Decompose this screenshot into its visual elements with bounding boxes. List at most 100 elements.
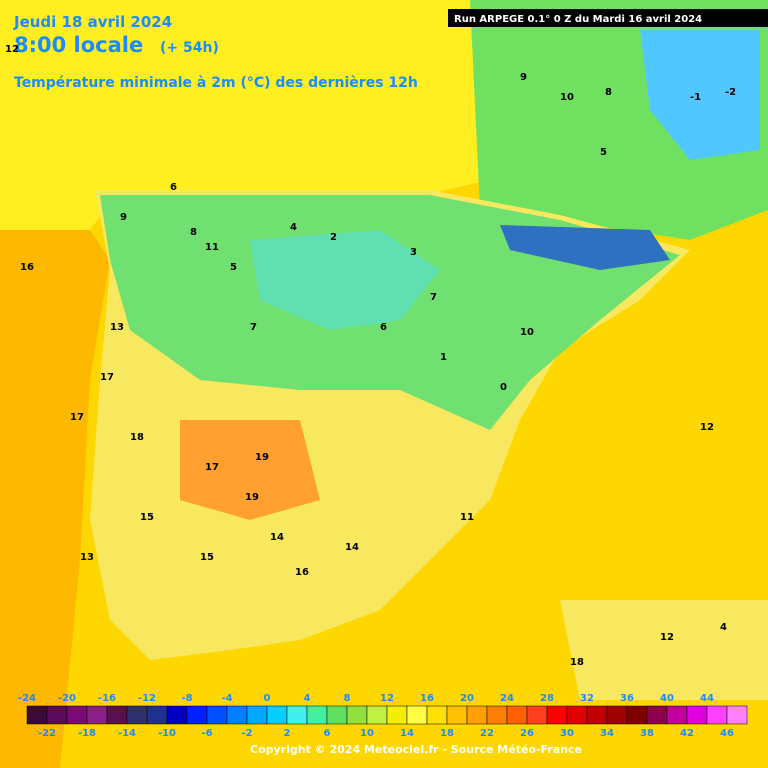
colorbar-label: 40 bbox=[660, 693, 674, 704]
run-box bbox=[448, 9, 768, 27]
swatch bbox=[286, 705, 308, 725]
title: Température minimale à 2m (°C) des derni… bbox=[14, 75, 418, 91]
lead: (+ 54h) bbox=[160, 40, 219, 56]
colorbar-label: -22 bbox=[38, 728, 56, 739]
map-label: 9 bbox=[520, 72, 527, 83]
map-label: -2 bbox=[725, 87, 736, 98]
colorbar-label: -4 bbox=[221, 693, 232, 704]
swatch bbox=[466, 705, 488, 725]
warm-area bbox=[180, 420, 320, 520]
colorbar: -24 -20 -16 -12 -8 -4 0 4 8 12 16 20 24 28 32 36 40 44-22… bbox=[18, 693, 748, 739]
swatch bbox=[46, 705, 68, 725]
map-label: -1 bbox=[690, 92, 701, 103]
africa bbox=[560, 600, 768, 700]
colorbar-label: 24 bbox=[500, 693, 514, 704]
swatch bbox=[166, 705, 188, 725]
colorbar-label: 38 bbox=[640, 728, 654, 739]
colorbar-label: 26 bbox=[520, 728, 534, 739]
swatch bbox=[186, 705, 208, 725]
map-label: 17 bbox=[70, 412, 84, 423]
pyrenees bbox=[500, 225, 670, 270]
swatch bbox=[266, 705, 288, 725]
map-label: 19 bbox=[245, 492, 259, 503]
map-label: 5 bbox=[230, 262, 237, 273]
map-label: 13 bbox=[110, 322, 124, 333]
swatch bbox=[326, 705, 348, 725]
map-label: 17 bbox=[205, 462, 219, 473]
meseta-cool bbox=[250, 230, 440, 330]
atlantic bbox=[0, 230, 110, 768]
colorbar-label: -20 bbox=[58, 693, 76, 704]
copyright: Copyright © 2024 Meteociel.fr - Source M… bbox=[250, 743, 582, 756]
map-label: 11 bbox=[205, 242, 219, 253]
map-label: 11 bbox=[460, 512, 474, 523]
map-label: 3 bbox=[410, 247, 417, 258]
map-label: 6 bbox=[170, 182, 177, 193]
map-label: 5 bbox=[600, 147, 607, 158]
map-label: 13 bbox=[80, 552, 94, 563]
swatch bbox=[546, 705, 568, 725]
colorbar-label: -14 bbox=[118, 728, 136, 739]
swatch bbox=[586, 705, 608, 725]
swatch bbox=[626, 705, 648, 725]
swatch bbox=[606, 705, 628, 725]
colorbar-label: -10 bbox=[158, 728, 176, 739]
colorbar-label: 20 bbox=[460, 693, 474, 704]
colorbar-label: 6 bbox=[324, 728, 331, 739]
swatch bbox=[706, 705, 728, 725]
map-label: 7 bbox=[250, 322, 257, 333]
colorbar-label: 8 bbox=[344, 693, 351, 704]
colorbar-label: 44 bbox=[700, 693, 714, 704]
swatch bbox=[726, 705, 748, 725]
map-label: 0 bbox=[500, 382, 507, 393]
map-label: 18 bbox=[130, 432, 144, 443]
colorbar-label: 12 bbox=[380, 693, 394, 704]
swatch bbox=[406, 705, 428, 725]
swatch bbox=[126, 705, 148, 725]
map-label: 12 bbox=[660, 632, 674, 643]
swatch bbox=[146, 705, 168, 725]
colorbar-label: 2 bbox=[284, 728, 291, 739]
swatch bbox=[566, 705, 588, 725]
colorbar-label: 0 bbox=[264, 693, 271, 704]
swatch bbox=[86, 705, 108, 725]
colorbar-label: -8 bbox=[181, 693, 192, 704]
swatch bbox=[686, 705, 708, 725]
map-label: 19 bbox=[255, 452, 269, 463]
swatch bbox=[646, 705, 668, 725]
map-label: 2 bbox=[330, 232, 337, 243]
swatch bbox=[206, 705, 228, 725]
map-label: 4 bbox=[720, 622, 727, 633]
colorbar-label: -12 bbox=[138, 693, 156, 704]
swatch bbox=[526, 705, 548, 725]
run: Run ARPEGE 0.1° 0 Z du Mardi 16 avril 20… bbox=[454, 14, 702, 25]
swatch bbox=[666, 705, 688, 725]
colorbar-label: -24 bbox=[18, 693, 36, 704]
time: 8:00 locale bbox=[14, 33, 143, 57]
swatch bbox=[26, 705, 48, 725]
colorbar-label: -16 bbox=[98, 693, 116, 704]
map-label: 17 bbox=[100, 372, 114, 383]
map-label: 15 bbox=[200, 552, 214, 563]
colorbar-label: 22 bbox=[480, 728, 494, 739]
map-label: 8 bbox=[190, 227, 197, 238]
colorbar-label: 28 bbox=[540, 693, 554, 704]
swatch bbox=[426, 705, 448, 725]
colorbar-label: -18 bbox=[78, 728, 96, 739]
swatch bbox=[306, 705, 328, 725]
colorbar-label: 4 bbox=[304, 693, 311, 704]
colorbar-label: -6 bbox=[201, 728, 212, 739]
map-label: 8 bbox=[605, 87, 612, 98]
map-label: 14 bbox=[345, 542, 359, 553]
map-label: 12 bbox=[5, 44, 19, 55]
map-label: 16 bbox=[295, 567, 309, 578]
alps-cold bbox=[640, 30, 760, 160]
date: Jeudi 18 avril 2024 bbox=[13, 13, 172, 31]
swatch bbox=[246, 705, 268, 725]
swatch bbox=[446, 705, 468, 725]
map-label: 18 bbox=[570, 657, 584, 668]
map-label: 12 bbox=[700, 422, 714, 433]
colorbar-label: 42 bbox=[680, 728, 694, 739]
